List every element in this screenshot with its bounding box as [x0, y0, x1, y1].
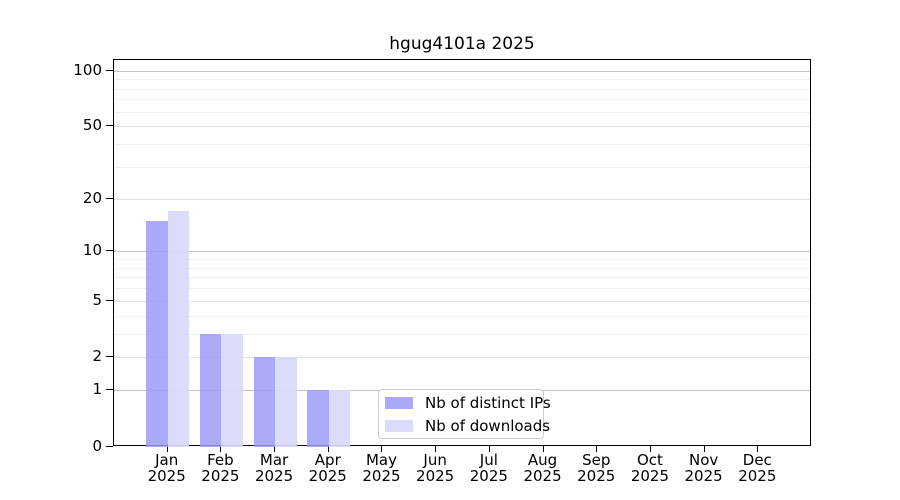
y-tick-label: 1 — [92, 380, 102, 399]
legend-label: Nb of downloads — [425, 416, 551, 435]
bar-mar-downloads — [275, 357, 297, 447]
x-tick-label-sep: Sep 2025 — [577, 451, 616, 485]
y-gridline-minor — [114, 144, 810, 146]
y-gridline-minor — [114, 79, 810, 81]
y-gridline-minor — [114, 267, 810, 269]
y-gridline-secondary — [114, 198, 810, 200]
y-tick-label: 2 — [92, 347, 102, 366]
x-tick-mark — [596, 446, 598, 452]
x-tick-mark — [166, 446, 168, 452]
chart-title: hgug4101a 2025 — [389, 34, 535, 54]
bar-apr-distinct-ips — [307, 390, 329, 447]
y-gridline-minor — [114, 88, 810, 90]
x-tick-mark — [542, 446, 544, 452]
bar-feb-distinct-ips — [199, 333, 222, 447]
x-tick-label-nov: Nov 2025 — [684, 451, 723, 485]
y-tick-label: 100 — [73, 60, 102, 79]
x-tick-label-jun: Jun 2025 — [416, 451, 455, 485]
x-tick-mark — [435, 446, 437, 452]
x-tick-mark — [274, 446, 276, 452]
x-tick-label-jan: Jan 2025 — [147, 451, 186, 485]
y-gridline-minor — [114, 315, 810, 317]
y-tick-label: 50 — [82, 116, 102, 135]
x-tick-mark — [220, 446, 222, 452]
y-tick-label: 5 — [92, 290, 102, 309]
bar-mar-distinct-ips — [253, 357, 276, 447]
x-tick-label-feb: Feb 2025 — [201, 451, 240, 485]
x-tick-label-jul: Jul 2025 — [469, 451, 508, 485]
y-tick-label: 0 — [92, 437, 102, 455]
x-tick-mark — [488, 446, 490, 452]
x-tick-label-dec: Dec 2025 — [738, 451, 777, 485]
x-tick-mark — [703, 446, 705, 452]
y-tick-mark — [106, 69, 113, 71]
x-tick-mark — [757, 446, 759, 452]
x-tick-label-aug: Aug 2025 — [523, 451, 562, 485]
y-gridline-secondary — [114, 126, 810, 128]
downloads-swatch-icon — [385, 419, 413, 432]
y-gridline-secondary — [114, 357, 810, 359]
bar-feb-downloads — [221, 333, 243, 447]
y-tick-label: 10 — [82, 241, 102, 260]
y-gridline-major — [114, 251, 810, 253]
x-tick-mark — [327, 446, 329, 452]
y-gridline-minor — [114, 277, 810, 279]
y-gridline-major — [114, 70, 810, 72]
y-gridline-minor — [114, 259, 810, 261]
bar-jan-distinct-ips — [146, 220, 168, 447]
y-gridline-minor — [114, 166, 810, 168]
legend-label: Nb of distinct IPs — [425, 393, 551, 412]
x-tick-mark — [649, 446, 651, 452]
distinct-ips-swatch-icon — [385, 396, 413, 409]
legend-entry-distinct-ips: Nb of distinct IPs — [385, 394, 551, 412]
y-tick-mark — [106, 446, 113, 447]
y-gridline-minor — [114, 111, 810, 113]
y-tick-mark — [106, 197, 113, 199]
y-tick-label: 20 — [82, 188, 102, 207]
x-tick-mark — [381, 446, 383, 452]
x-tick-label-oct: Oct 2025 — [630, 451, 670, 485]
y-gridline-minor — [114, 288, 810, 290]
plot-area — [113, 59, 811, 447]
legend: Nb of distinct IPs Nb of downloads — [378, 389, 551, 439]
y-tick-mark — [106, 356, 113, 358]
y-tick-mark — [106, 125, 113, 127]
x-tick-label-may: May 2025 — [362, 451, 401, 485]
bar-apr-downloads — [328, 390, 351, 447]
y-tick-mark — [106, 389, 113, 391]
y-gridline-minor — [114, 333, 810, 335]
y-tick-mark — [106, 250, 113, 252]
x-tick-label-mar: Mar 2025 — [254, 451, 294, 485]
legend-entry-downloads: Nb of downloads — [385, 417, 550, 435]
y-gridline-secondary — [114, 300, 810, 302]
y-gridline-minor — [114, 99, 810, 101]
bar-jan-downloads — [167, 211, 190, 447]
y-tick-mark — [106, 299, 113, 301]
x-tick-label-apr: Apr 2025 — [308, 451, 347, 485]
